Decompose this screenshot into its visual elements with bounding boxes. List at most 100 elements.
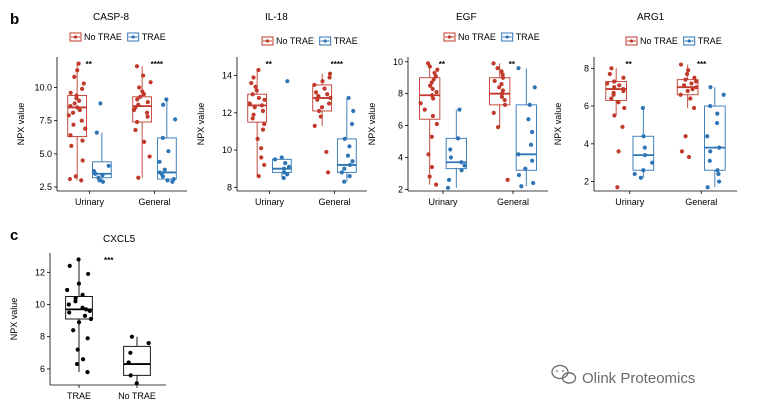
data-point xyxy=(148,80,153,85)
data-point xyxy=(427,64,432,69)
plot-area xyxy=(247,67,357,184)
data-point xyxy=(500,88,506,93)
data-point xyxy=(446,177,452,182)
data-point xyxy=(262,162,267,168)
data-point xyxy=(621,86,626,92)
data-point xyxy=(693,79,699,84)
data-point xyxy=(681,83,687,88)
box-no-trae-general xyxy=(131,64,153,180)
x-tick-label: General xyxy=(138,197,170,207)
data-point xyxy=(609,96,614,101)
data-point xyxy=(73,299,78,304)
data-point xyxy=(611,90,616,95)
data-point xyxy=(519,184,524,189)
data-point xyxy=(705,185,710,190)
data-point xyxy=(72,74,77,80)
data-point xyxy=(721,92,726,97)
data-point xyxy=(65,287,70,293)
data-point xyxy=(642,145,647,150)
data-point xyxy=(91,168,97,174)
data-point xyxy=(609,66,614,71)
box-no-trae-general xyxy=(312,71,333,175)
data-point xyxy=(325,92,330,97)
data-point xyxy=(605,81,610,86)
x-tick-label: No TRAE xyxy=(118,391,156,401)
data-point xyxy=(325,170,331,175)
data-point xyxy=(616,149,621,154)
data-point xyxy=(166,149,171,154)
legend-key xyxy=(261,36,274,46)
data-point xyxy=(285,172,290,177)
plot-area xyxy=(418,61,537,190)
y-tick-label: 10 xyxy=(222,145,232,155)
data-point xyxy=(499,69,504,74)
data-point xyxy=(279,155,284,160)
data-point xyxy=(616,100,621,105)
data-point xyxy=(136,175,141,180)
data-point xyxy=(72,101,77,106)
data-point xyxy=(281,166,287,171)
data-point xyxy=(145,114,150,119)
data-point xyxy=(434,121,439,127)
data-point xyxy=(530,158,535,163)
data-point xyxy=(685,88,690,94)
data-point xyxy=(312,82,317,88)
data-point xyxy=(85,336,90,341)
y-tick-label: 2.5 xyxy=(39,182,52,192)
legend-label: TRAE xyxy=(698,36,722,46)
data-point xyxy=(142,139,147,145)
data-point xyxy=(138,94,143,99)
data-point xyxy=(68,103,73,109)
box-trae-urinary xyxy=(271,79,292,181)
legend-label: TRAE xyxy=(334,36,358,46)
data-point xyxy=(448,147,453,152)
data-point xyxy=(641,134,646,139)
data-point xyxy=(715,168,720,173)
y-tick-label: 6 xyxy=(398,121,403,131)
data-point xyxy=(347,144,352,149)
data-point xyxy=(607,71,612,77)
chart-arg1: ARG1 No TRAE TRAE 2 4 6 8 NPX value Urinary Gener… xyxy=(553,12,737,207)
data-point xyxy=(272,157,278,162)
data-point xyxy=(70,110,76,115)
data-point xyxy=(75,68,80,73)
legend-item-no-trae: No TRAE xyxy=(625,36,678,46)
data-point xyxy=(128,350,133,355)
data-point xyxy=(707,158,712,163)
legend-key xyxy=(501,32,514,42)
data-point xyxy=(339,170,344,175)
data-point xyxy=(495,66,500,71)
data-point xyxy=(251,112,256,117)
data-point xyxy=(692,75,697,80)
data-point xyxy=(80,357,86,362)
data-point xyxy=(459,160,464,165)
data-point xyxy=(491,110,496,115)
data-point xyxy=(351,108,356,114)
data-point xyxy=(455,136,461,141)
y-tick-label: 8 xyxy=(584,63,589,73)
data-point xyxy=(620,124,625,129)
data-point xyxy=(532,85,537,90)
data-point xyxy=(434,182,439,187)
legend-key xyxy=(443,32,456,42)
chart-title: CASP-8 xyxy=(93,12,130,23)
data-point xyxy=(425,61,431,66)
data-point xyxy=(499,91,505,96)
data-point xyxy=(76,281,82,286)
data-point xyxy=(68,133,73,138)
significance-label: ** xyxy=(625,60,632,69)
data-point xyxy=(346,95,351,101)
box-no-trae-urinary xyxy=(418,61,441,187)
legend-item-trae: TRAE xyxy=(683,36,722,46)
data-point xyxy=(690,86,695,92)
data-point xyxy=(428,83,433,88)
legend-label: No TRAE xyxy=(640,36,678,46)
data-point xyxy=(326,101,332,106)
panel-b-label: b xyxy=(10,11,19,28)
significance-label: ** xyxy=(439,60,446,69)
data-point xyxy=(67,263,72,268)
data-point xyxy=(141,73,146,78)
data-point xyxy=(683,134,688,139)
data-point xyxy=(75,105,80,110)
box-no-trae-urinary xyxy=(66,61,88,183)
